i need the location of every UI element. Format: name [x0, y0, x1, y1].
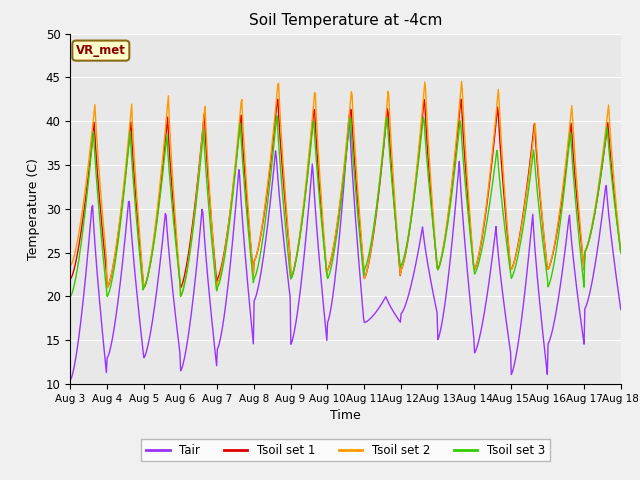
Text: VR_met: VR_met	[76, 44, 126, 57]
Tair	[67, 377, 74, 383]
Tsoil set 1	[103, 285, 111, 290]
Tsoil set 2	[77, 221, 84, 227]
Tsoil set 2	[177, 293, 184, 299]
Tair	[189, 298, 196, 303]
Tsoil set 2	[219, 260, 227, 266]
Tsoil set 3	[77, 247, 84, 252]
Tsoil set 1	[617, 250, 625, 255]
Title: Soil Temperature at -4cm: Soil Temperature at -4cm	[249, 13, 442, 28]
Tsoil set 2	[617, 250, 625, 255]
Tsoil set 1	[429, 221, 437, 227]
Tsoil set 3	[133, 223, 141, 228]
Tair	[345, 113, 353, 119]
Tsoil set 2	[190, 218, 198, 224]
Tair	[133, 291, 141, 297]
Tsoil set 1	[67, 276, 74, 282]
Tsoil set 3	[67, 293, 74, 300]
Tair	[617, 307, 625, 312]
Y-axis label: Temperature (C): Temperature (C)	[28, 158, 40, 260]
Line: Tair: Tair	[70, 116, 621, 380]
Tsoil set 3	[189, 228, 196, 234]
Tair	[77, 322, 84, 328]
Tsoil set 1	[413, 166, 421, 172]
Tsoil set 2	[429, 213, 437, 219]
Line: Tsoil set 2: Tsoil set 2	[70, 82, 621, 296]
Tsoil set 3	[429, 225, 437, 230]
Tair	[413, 254, 421, 260]
Tsoil set 3	[273, 113, 281, 119]
Tsoil set 2	[413, 161, 421, 167]
Tsoil set 1	[134, 219, 141, 225]
Line: Tsoil set 1: Tsoil set 1	[70, 99, 621, 288]
Tsoil set 1	[457, 96, 465, 102]
Tsoil set 1	[219, 257, 227, 263]
Tsoil set 3	[617, 250, 625, 255]
Tsoil set 1	[77, 233, 84, 239]
Line: Tsoil set 3: Tsoil set 3	[70, 116, 621, 296]
Tsoil set 2	[458, 79, 465, 84]
X-axis label: Time: Time	[330, 409, 361, 422]
Tair	[429, 291, 437, 297]
Tair	[218, 327, 226, 333]
Tsoil set 1	[190, 213, 198, 219]
Tsoil set 2	[133, 196, 141, 202]
Tsoil set 2	[67, 263, 74, 269]
Tsoil set 3	[413, 170, 421, 176]
Tsoil set 3	[218, 269, 226, 275]
Legend: Tair, Tsoil set 1, Tsoil set 2, Tsoil set 3: Tair, Tsoil set 1, Tsoil set 2, Tsoil se…	[141, 439, 550, 461]
